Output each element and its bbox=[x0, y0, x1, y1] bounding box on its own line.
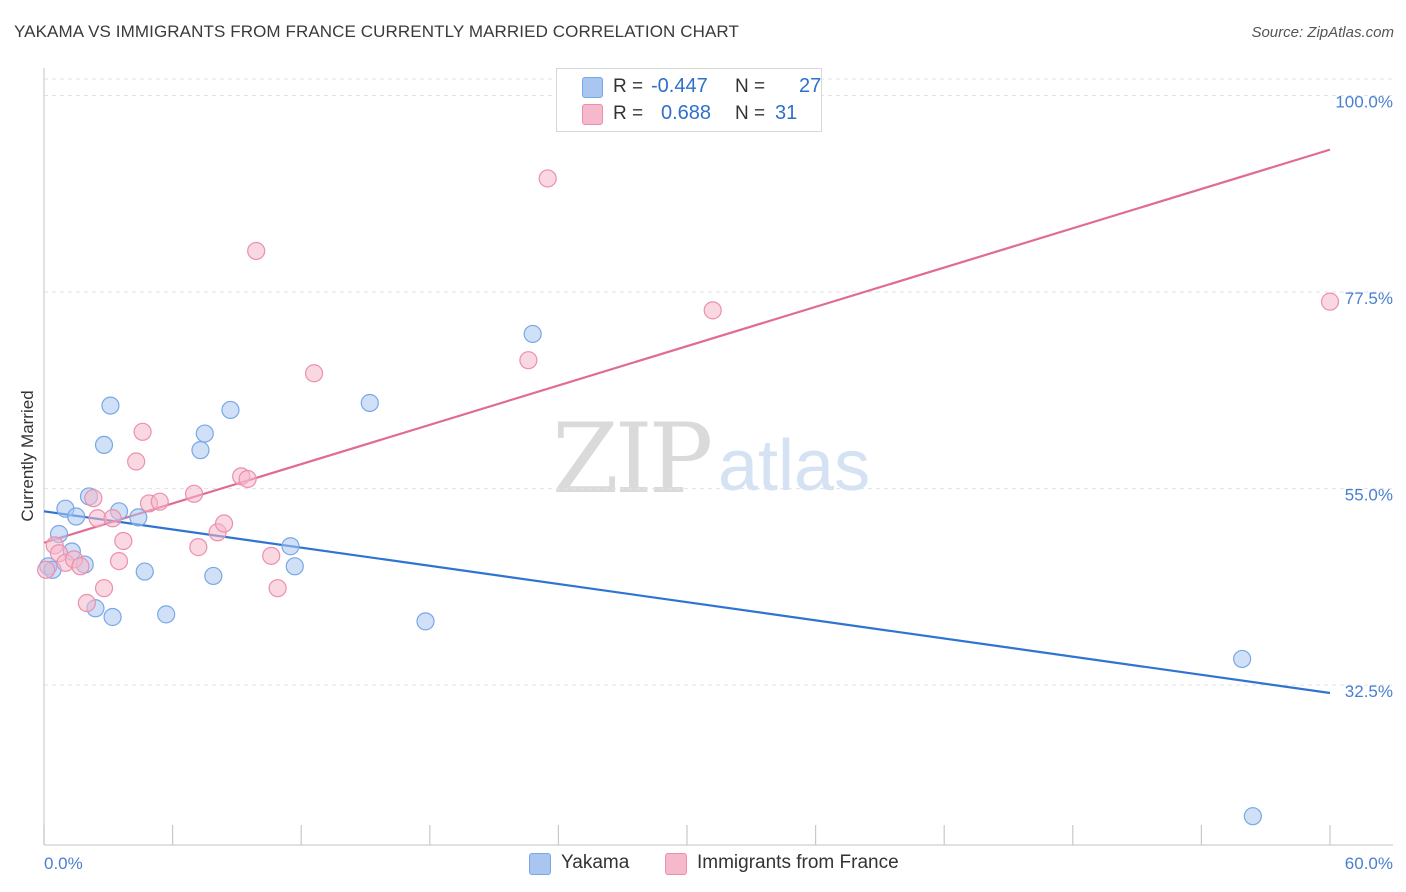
data-point-yakama bbox=[129, 508, 148, 527]
data-point-france bbox=[103, 509, 122, 528]
data-point-yakama bbox=[157, 605, 176, 624]
bottom-legend-france: Immigrants from France bbox=[697, 852, 899, 873]
bottom-legend-swatch-france bbox=[665, 853, 687, 875]
trend-line-france bbox=[43, 148, 1331, 544]
data-point-france bbox=[238, 469, 257, 489]
data-point-yakama bbox=[221, 400, 240, 420]
x-tick-marks bbox=[43, 825, 1331, 845]
data-point-france bbox=[538, 169, 557, 188]
bottom-legend-yakama: Yakama bbox=[561, 852, 630, 873]
y-tick-labels: 32.5% 55.0% 77.5% 100.0% bbox=[1335, 92, 1393, 701]
data-point-france bbox=[133, 422, 152, 441]
gridlines bbox=[44, 78, 1393, 686]
data-point-france bbox=[268, 579, 287, 598]
bottom-legend-swatch-yakama bbox=[529, 853, 551, 875]
x-tick-label-max: 60.0% bbox=[1345, 854, 1393, 873]
data-point-france bbox=[703, 301, 722, 320]
legend-n-value-yakama: 27 bbox=[799, 75, 822, 97]
data-point-france bbox=[262, 546, 281, 565]
data-point-france bbox=[189, 538, 208, 557]
y-tick-label: 77.5% bbox=[1345, 289, 1393, 308]
data-point-france bbox=[304, 364, 324, 383]
data-point-yakama bbox=[67, 507, 86, 526]
data-point-yakama bbox=[94, 435, 114, 455]
data-point-france bbox=[150, 492, 169, 511]
correlation-legend: R = -0.447 N = 27 R = 0.688 N = 31 bbox=[556, 68, 822, 132]
data-point-france bbox=[71, 557, 90, 576]
legend-n-label: N = bbox=[735, 103, 766, 124]
legend-r-value-yakama: -0.447 bbox=[651, 75, 708, 97]
data-point-france bbox=[84, 489, 103, 508]
source-label: Source: ZipAtlas.com bbox=[1251, 24, 1394, 41]
data-point-yakama bbox=[101, 396, 120, 415]
watermark-zip: ZIP bbox=[552, 403, 711, 515]
y-tick-label: 100.0% bbox=[1335, 92, 1393, 111]
legend-r-label: R = bbox=[613, 103, 644, 124]
data-point-yakama bbox=[204, 566, 223, 586]
data-point-france bbox=[1320, 292, 1340, 311]
data-point-france bbox=[94, 579, 114, 598]
legend-n-label: N = bbox=[735, 76, 766, 97]
data-point-yakama bbox=[135, 562, 154, 581]
chart-title: YAKAMA VS IMMIGRANTS FROM FRANCE CURRENT… bbox=[14, 22, 739, 41]
legend-n-value-france: 31 bbox=[775, 102, 798, 124]
data-point-france bbox=[214, 514, 234, 533]
data-point-france bbox=[127, 452, 146, 471]
data-point-france bbox=[519, 351, 538, 370]
data-point-france bbox=[247, 241, 266, 261]
y-tick-label: 32.5% bbox=[1345, 682, 1393, 701]
legend-swatch-france bbox=[582, 104, 603, 125]
data-point-yakama bbox=[281, 537, 300, 556]
data-point-france bbox=[77, 593, 96, 613]
data-point-france bbox=[37, 560, 56, 579]
data-point-yakama bbox=[1243, 807, 1262, 826]
data-point-yakama bbox=[360, 393, 379, 413]
data-point-yakama bbox=[191, 441, 210, 460]
legend-r-label: R = bbox=[613, 76, 644, 97]
trend-lines bbox=[43, 148, 1331, 695]
data-point-yakama bbox=[416, 612, 435, 631]
legend-swatch-yakama bbox=[582, 77, 603, 98]
x-tick-label-min: 0.0% bbox=[44, 854, 83, 873]
data-point-france bbox=[184, 484, 204, 503]
data-point-france bbox=[109, 551, 129, 571]
watermark-atlas: atlas bbox=[718, 426, 870, 506]
data-point-yakama bbox=[523, 324, 542, 344]
y-tick-label: 55.0% bbox=[1345, 486, 1393, 505]
y-axis-label: Currently Married bbox=[18, 390, 37, 521]
legend-r-value-france: 0.688 bbox=[661, 102, 712, 124]
data-points bbox=[37, 169, 1340, 826]
data-point-france bbox=[114, 531, 133, 551]
data-point-yakama bbox=[285, 557, 304, 576]
trend-line-yakama bbox=[43, 510, 1331, 695]
data-point-yakama bbox=[103, 607, 122, 627]
data-point-yakama bbox=[195, 424, 214, 443]
data-point-yakama bbox=[1233, 649, 1252, 669]
